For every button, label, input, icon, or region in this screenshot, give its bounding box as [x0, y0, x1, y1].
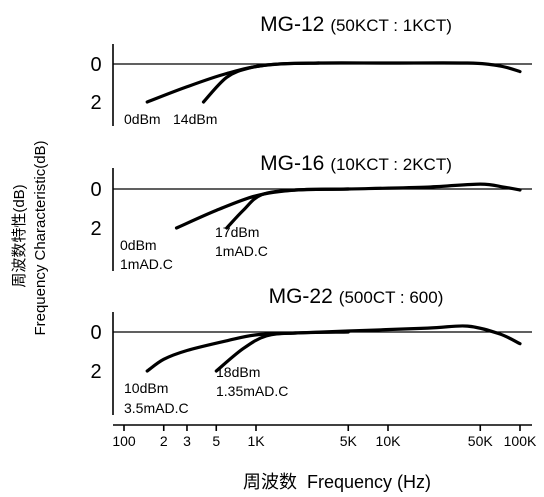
curve-annotation: 17dBm [215, 224, 259, 240]
curve-annotation: 0dBm [124, 111, 161, 127]
x-tick-label: 5 [212, 433, 220, 449]
panel-title-ratio: (50KCT : 1KCT) [330, 16, 452, 35]
x-axis-label-en: Frequency (Hz) [307, 472, 431, 492]
curve-annotation: 18dBm [216, 364, 260, 380]
panel-title-ratio: (500CT : 600) [339, 288, 444, 307]
panel-title: MG-22 (500CT : 600) [269, 285, 444, 308]
panel-title-ratio: (10KCT : 2KCT) [330, 155, 452, 174]
x-tick-label: 1K [247, 433, 265, 449]
y-tick-label: 0 [90, 179, 101, 201]
y-tick-label: 2 [90, 361, 101, 383]
x-axis-label: 周波数 Frequency (Hz) [243, 472, 431, 492]
x-tick-label: 100 [112, 433, 136, 449]
x-tick-label: 3 [183, 433, 191, 449]
curve-annotation: 3.5mAD.C [124, 400, 189, 416]
x-tick-label: 10K [376, 433, 402, 449]
curve-annotation: 1mAD.C [215, 243, 268, 259]
panel-title-model: MG-12 [260, 13, 324, 36]
x-axis-label-jp: 周波数 [243, 472, 297, 492]
response-curve [145, 61, 522, 104]
x-tick-label: 100K [504, 433, 537, 449]
x-tick-label: 5K [340, 433, 358, 449]
x-tick-label: 2 [160, 433, 168, 449]
panel-title-model: MG-16 [260, 152, 324, 175]
y-tick-label: 0 [90, 54, 101, 76]
curve-annotation: 1mAD.C [120, 256, 173, 272]
y-tick-label: 2 [90, 92, 101, 114]
panel-title: MG-12 (50KCT : 1KCT) [260, 13, 452, 36]
curve-annotation: 1.35mAD.C [216, 383, 288, 399]
x-tick-label: 50K [468, 433, 494, 449]
y-tick-label: 0 [90, 322, 101, 344]
y-axis-label-jp: 周波数特性(dB) [11, 184, 28, 287]
response-curve [174, 182, 522, 230]
y-axis-label-en: Frequency Characteristic(dB) [32, 140, 49, 335]
panel-title-model: MG-22 [269, 285, 333, 308]
curve-annotation: 14dBm [173, 111, 217, 127]
panel-title: MG-16 (10KCT : 2KCT) [260, 152, 452, 175]
response-curve [214, 330, 350, 373]
response-curve [225, 187, 350, 230]
response-curve [201, 61, 321, 104]
curve-annotation: 10dBm [124, 380, 168, 396]
y-tick-label: 2 [90, 218, 101, 240]
curve-annotation: 0dBm [120, 237, 157, 253]
